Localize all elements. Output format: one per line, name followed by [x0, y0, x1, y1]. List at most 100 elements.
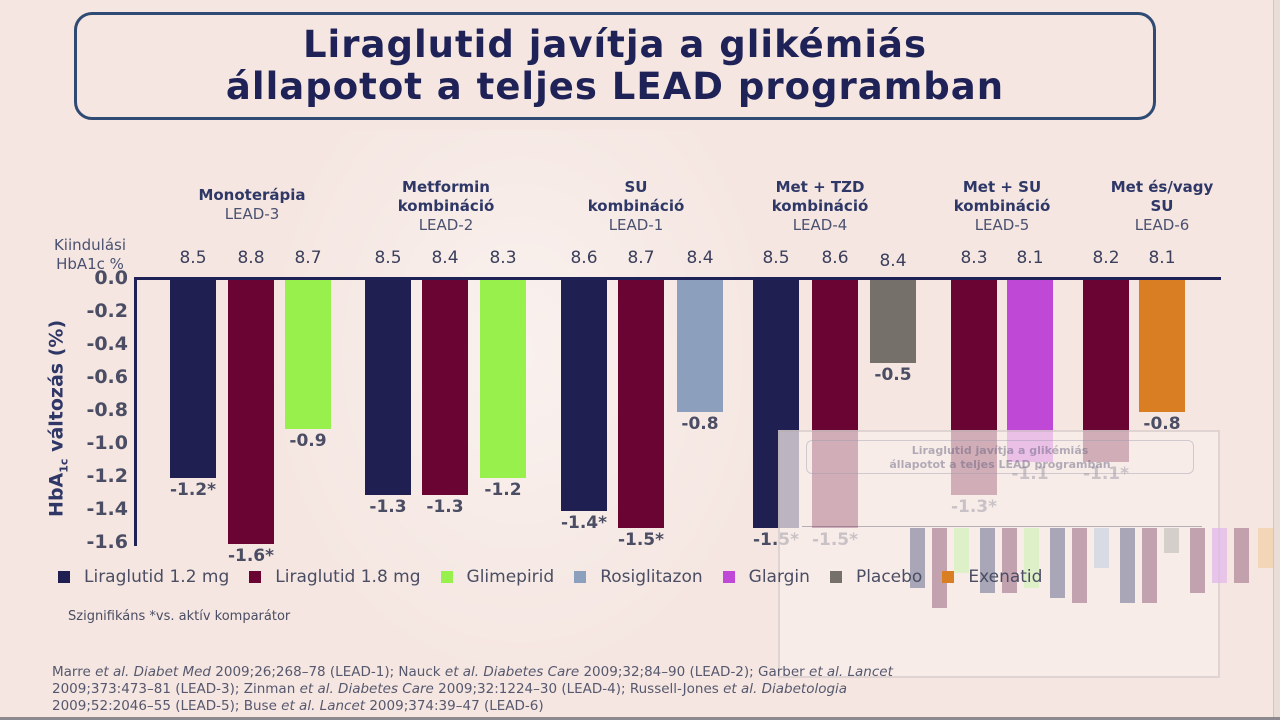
reference-segment: et al. Diabetologia [723, 681, 848, 697]
bar-exenatid [1139, 280, 1185, 412]
group-lead-label: LEAD-4 [792, 216, 848, 234]
baseline-value: 8.7 [294, 248, 322, 268]
ghost-bar [910, 528, 925, 588]
legend-swatch [942, 571, 955, 583]
baseline-value: 8.2 [1092, 248, 1120, 268]
y-axis-title-sub: 1c [57, 458, 71, 473]
reference-segment: 2009;26;268–78 (LEAD-1); Nauck [211, 664, 445, 680]
group-name-line2: SU [1150, 197, 1174, 215]
legend-label: Liraglutid 1.8 mg [275, 567, 421, 587]
reference-segment: 2009;32;84–90 (LEAD-2); Garber [579, 664, 810, 680]
ghost-bar [932, 528, 947, 608]
bar-value-label: -0.8 [1143, 414, 1181, 434]
reference-line: Marre et al. Diabet Med 2009;26;268–78 (… [52, 664, 1212, 681]
y-tick-label: -1.6 [86, 531, 128, 553]
bar-liraglutid-1-2-mg [561, 280, 607, 511]
y-tick-label: -1.4 [86, 498, 128, 520]
group-lead-label: LEAD-3 [224, 205, 280, 223]
ghost-bar [1050, 528, 1065, 598]
ghost-bar [1142, 528, 1157, 603]
legend: Liraglutid 1.2 mg Liraglutid 1.8 mg Glimep… [58, 567, 1062, 587]
bar-liraglutid-1-2-mg [170, 280, 216, 478]
ghost-bar [980, 528, 995, 593]
group-name-line1: Met és/vagy [1110, 178, 1214, 196]
reference-segment: et al. Diabetes Care [299, 681, 434, 697]
y-tick-label: -1.0 [86, 432, 128, 454]
group-name-line1: Met + SU [962, 178, 1042, 196]
baseline-value: 8.3 [960, 248, 988, 268]
legend-item: Placebo [829, 567, 923, 587]
baseline-value: 8.4 [431, 248, 459, 268]
y-tick-label: -0.2 [86, 300, 128, 322]
baseline-label-line2: HbA1c % [56, 255, 124, 273]
legend-item: Exenatid [942, 567, 1042, 587]
legend-swatch [58, 571, 70, 583]
bar-value-label: -1.2 [484, 480, 522, 500]
ghost-bar [1072, 528, 1087, 603]
bar-value-label: -1.3 [426, 496, 464, 517]
bar-liraglutid-1-8-mg [228, 280, 274, 544]
frame-edge-right [1273, 0, 1280, 720]
legend-label: Glargin [748, 567, 810, 587]
bar-value-label: -1.5* [617, 529, 665, 550]
group-lead-label: LEAD-6 [1134, 216, 1190, 234]
baseline-value: 8.6 [570, 248, 598, 268]
group-lead-label: LEAD-1 [608, 216, 664, 234]
x-axis-line [134, 277, 1221, 280]
reference-segment: 2009;52:2046–55 (LEAD-5); Buse [52, 698, 282, 714]
legend-label: Glimepirid [466, 567, 555, 587]
reference-segment: et al. Diabet Med [95, 664, 211, 680]
group-name-line2: kombináció [771, 197, 869, 215]
legend-label: Placebo [855, 567, 923, 587]
legend-swatch [440, 571, 453, 583]
group-name-line1: SU [624, 178, 648, 196]
group-name-line1: Metformin [402, 178, 490, 196]
bar-value-label: -0.5 [874, 364, 912, 385]
significance-note: Szignifikáns *vs. aktív komparátor [68, 609, 291, 624]
bar-liraglutid-1-8-mg [422, 280, 468, 495]
legend-label: Rosiglitazon [600, 567, 703, 587]
group-header: Met + SU kombináció LEAD-5 [912, 178, 1092, 235]
baseline-value: 8.5 [374, 248, 402, 268]
bar-value-label: -1.6* [227, 546, 275, 566]
baseline-value: 8.3 [489, 248, 517, 268]
reference-line: 2009;373:473–81 (LEAD-3); Zinman et al. … [52, 681, 1212, 698]
group-header: Met + TZD kombináció LEAD-4 [730, 178, 910, 235]
title-line-2: állapotot a teljes LEAD programban [225, 65, 1005, 108]
group-name-line1: Met + TZD [775, 178, 865, 196]
reference-segment: Marre [52, 664, 96, 680]
bar-value-label: -0.8 [681, 414, 719, 434]
baseline-value: 8.5 [179, 248, 207, 268]
ghost-slide-overlay: Liraglutid javítja a glikémiás állapotot… [778, 430, 1273, 678]
group-name-line2: kombináció [953, 197, 1051, 215]
y-axis-title-main: HbA [45, 472, 68, 517]
ghost-axis [802, 526, 1202, 527]
bar-placebo [870, 280, 916, 363]
bar-liraglutid-1-2-mg [365, 280, 411, 495]
group-header: Metformin kombináció LEAD-2 [356, 178, 536, 235]
ghost-bar [1094, 528, 1109, 568]
baseline-label: Kiindulási HbA1c % [44, 236, 136, 274]
bar-value-label: -0.9 [289, 430, 327, 451]
references: Marre et al. Diabet Med 2009;26;268–78 (… [52, 664, 1212, 715]
y-axis-line [134, 278, 137, 546]
y-tick-label: 0.0 [94, 267, 128, 289]
y-tick-label: -0.6 [86, 366, 128, 388]
ghost-bar [1120, 528, 1135, 603]
ghost-bar [1190, 528, 1205, 593]
legend-item: Rosiglitazon [574, 567, 703, 587]
title-box: Liraglutid javítja a glikémiás állapotot… [74, 12, 1156, 120]
frame-edge-bottom [0, 717, 1280, 720]
ghost-bar [1234, 528, 1249, 583]
baseline-value: 8.1 [1148, 248, 1176, 268]
ghost-title-line1: Liraglutid javítja a glikémiás [911, 444, 1089, 457]
legend-item: Glargin [722, 567, 810, 587]
y-axis-title: HbA1c változás (%) [46, 318, 71, 518]
baseline-value: 8.8 [237, 248, 265, 268]
reference-segment: 2009;374:39–47 (LEAD-6) [365, 698, 544, 714]
legend-swatch [249, 571, 262, 583]
legend-swatch [722, 571, 735, 583]
group-lead-label: LEAD-5 [974, 216, 1030, 234]
reference-segment: et al. Lancet [809, 664, 893, 680]
y-tick-label: -1.2 [86, 465, 128, 487]
